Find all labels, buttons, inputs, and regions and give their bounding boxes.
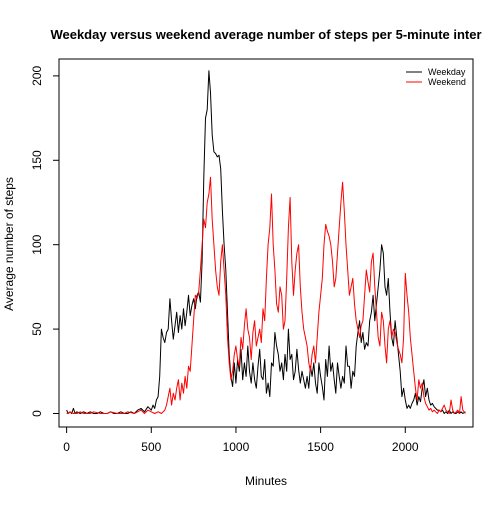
legend-label-weekday: Weekday bbox=[428, 67, 466, 77]
series-layer bbox=[66, 70, 466, 414]
legend-label-weekend: Weekend bbox=[428, 77, 466, 87]
plot-frame bbox=[58, 58, 474, 428]
y-tick-label: 100 bbox=[30, 234, 44, 254]
series-line-weekend bbox=[66, 176, 466, 414]
y-tick-label: 200 bbox=[30, 66, 44, 86]
series-line-weekday bbox=[66, 70, 466, 414]
y-tick-label: 0 bbox=[30, 410, 44, 417]
chart-title: Weekday versus weekend average number of… bbox=[50, 27, 481, 42]
y-axis: 0 50 100 150 200 bbox=[30, 66, 60, 417]
x-axis: 0 500 1000 1500 2000 bbox=[63, 426, 419, 454]
x-axis-label: Minutes bbox=[245, 474, 287, 488]
x-tick-label: 1500 bbox=[307, 440, 334, 454]
x-tick-label: 0 bbox=[63, 440, 70, 454]
y-tick-label: 150 bbox=[30, 150, 44, 170]
y-tick-label: 50 bbox=[30, 322, 44, 336]
x-tick-label: 1000 bbox=[223, 440, 250, 454]
x-tick-label: 2000 bbox=[392, 440, 419, 454]
y-axis-label: Average number of steps bbox=[2, 177, 16, 311]
x-tick-label: 500 bbox=[141, 440, 161, 454]
